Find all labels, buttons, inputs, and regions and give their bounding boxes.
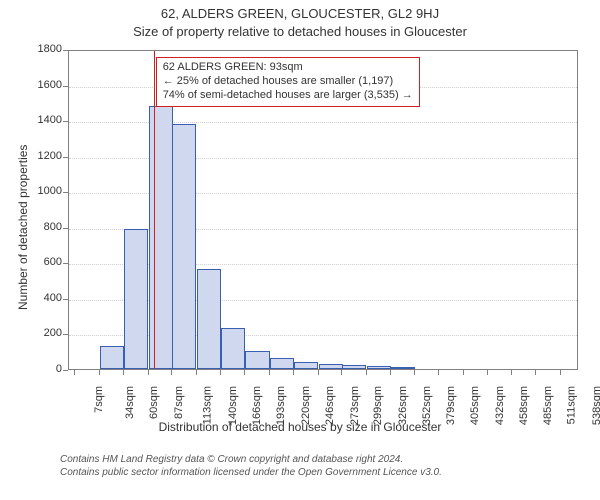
x-tick-label: 140sqm xyxy=(227,386,239,425)
x-tick-label: 113sqm xyxy=(202,386,214,424)
histogram-bar xyxy=(172,124,196,369)
x-tick-label: 7sqm xyxy=(93,386,105,413)
x-tick-label: 485sqm xyxy=(542,386,554,425)
x-tick-label: 379sqm xyxy=(446,386,458,425)
grid-line xyxy=(69,122,577,123)
footer-attribution: Contains HM Land Registry data © Crown c… xyxy=(60,454,442,479)
y-tick-mark xyxy=(63,228,68,229)
x-tick-mark xyxy=(318,370,319,375)
title-line-2: Size of property relative to detached ho… xyxy=(0,24,600,39)
histogram-bar xyxy=(319,364,343,369)
y-tick-mark xyxy=(63,370,68,371)
x-tick-mark xyxy=(171,370,172,375)
histogram-bar xyxy=(100,346,124,369)
y-tick-label: 1000 xyxy=(28,185,62,197)
x-tick-label: 458sqm xyxy=(518,386,530,425)
y-tick-label: 1200 xyxy=(28,150,62,162)
x-tick-mark xyxy=(438,370,439,375)
histogram-bar xyxy=(367,366,391,369)
x-tick-mark xyxy=(244,370,245,375)
y-tick-mark xyxy=(63,334,68,335)
title-line-1: 62, ALDERS GREEN, GLOUCESTER, GL2 9HJ xyxy=(0,6,600,21)
x-tick-mark xyxy=(390,370,391,375)
x-tick-mark xyxy=(463,370,464,375)
x-tick-label: 193sqm xyxy=(276,386,288,425)
x-tick-mark xyxy=(341,370,342,375)
x-tick-mark xyxy=(269,370,270,375)
x-tick-mark xyxy=(220,370,221,375)
x-tick-mark xyxy=(293,370,294,375)
histogram-bar xyxy=(124,229,148,369)
x-tick-mark xyxy=(511,370,512,375)
histogram-bar xyxy=(221,328,245,369)
x-tick-mark xyxy=(414,370,415,375)
histogram-bar xyxy=(342,365,366,369)
footer-line: Contains public sector information licen… xyxy=(60,467,442,480)
x-tick-mark xyxy=(148,370,149,375)
footer-line: Contains HM Land Registry data © Crown c… xyxy=(60,454,442,467)
annotation-line: 74% of semi-detached houses are larger (… xyxy=(163,89,413,103)
histogram-bar xyxy=(197,269,221,369)
y-tick-mark xyxy=(63,192,68,193)
y-tick-mark xyxy=(63,86,68,87)
annotation-line: 62 ALDERS GREEN: 93sqm xyxy=(163,61,413,75)
y-tick-mark xyxy=(63,50,68,51)
annotation-line: ← 25% of detached houses are smaller (1,… xyxy=(163,75,413,89)
page: 62, ALDERS GREEN, GLOUCESTER, GL2 9HJ Si… xyxy=(0,0,600,500)
y-tick-label: 1400 xyxy=(28,114,62,126)
x-tick-label: 405sqm xyxy=(469,386,481,425)
x-tick-label: 538sqm xyxy=(591,386,600,425)
x-tick-mark xyxy=(560,370,561,375)
histogram-bar xyxy=(294,362,318,369)
y-tick-mark xyxy=(63,121,68,122)
y-tick-label: 200 xyxy=(28,327,62,339)
y-tick-label: 0 xyxy=(28,363,62,375)
x-tick-label: 511sqm xyxy=(565,386,577,424)
y-tick-label: 800 xyxy=(28,221,62,233)
grid-line xyxy=(69,193,577,194)
y-tick-mark xyxy=(63,263,68,264)
grid-line xyxy=(69,158,577,159)
chart-plot-area: 62 ALDERS GREEN: 93sqm← 25% of detached … xyxy=(68,50,578,370)
y-tick-label: 1800 xyxy=(28,43,62,55)
x-tick-label: 60sqm xyxy=(148,386,160,419)
annotation-box: 62 ALDERS GREEN: 93sqm← 25% of detached … xyxy=(156,57,420,106)
x-tick-label: 299sqm xyxy=(372,386,384,425)
histogram-bar xyxy=(270,358,294,369)
x-tick-label: 34sqm xyxy=(124,386,136,419)
x-tick-mark xyxy=(196,370,197,375)
x-tick-mark xyxy=(123,370,124,375)
y-tick-label: 600 xyxy=(28,256,62,268)
x-tick-label: 352sqm xyxy=(421,386,433,425)
x-tick-mark xyxy=(535,370,536,375)
x-tick-label: 273sqm xyxy=(349,386,361,425)
x-tick-label: 246sqm xyxy=(324,386,336,425)
histogram-bar xyxy=(245,351,269,369)
x-tick-mark xyxy=(99,370,100,375)
x-tick-label: 432sqm xyxy=(494,386,506,425)
y-tick-label: 1600 xyxy=(28,79,62,91)
x-tick-label: 326sqm xyxy=(397,386,409,425)
x-tick-mark xyxy=(366,370,367,375)
x-tick-label: 166sqm xyxy=(251,386,263,425)
x-tick-mark xyxy=(487,370,488,375)
x-tick-mark xyxy=(74,370,75,375)
y-tick-mark xyxy=(63,299,68,300)
histogram-bar xyxy=(149,106,173,369)
x-tick-label: 87sqm xyxy=(173,386,185,419)
y-tick-mark xyxy=(63,157,68,158)
y-tick-label: 400 xyxy=(28,292,62,304)
histogram-bar xyxy=(391,367,415,369)
x-tick-label: 220sqm xyxy=(300,386,312,425)
